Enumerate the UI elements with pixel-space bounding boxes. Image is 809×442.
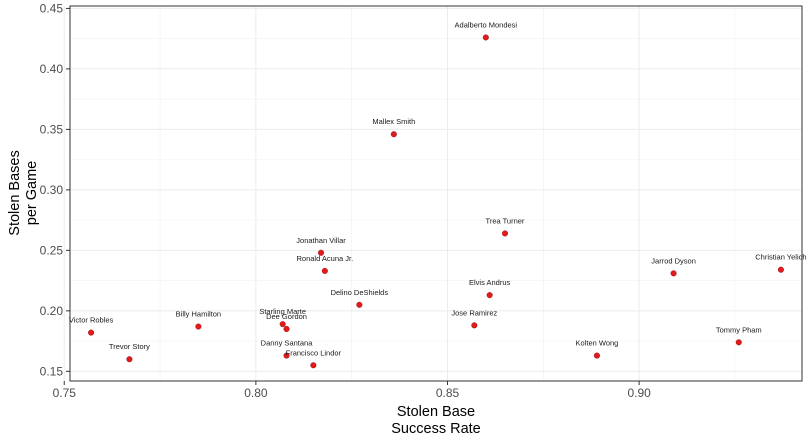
y-tick-label: 0.25 (40, 243, 64, 257)
point-label: Danny Santana (261, 339, 314, 348)
data-point (126, 356, 133, 363)
data-point (195, 323, 202, 330)
y-tick-label: 0.45 (40, 1, 64, 15)
point-label: Christian Yelich (755, 253, 806, 262)
data-point (471, 322, 478, 329)
point-label: Jarrod Dyson (651, 256, 696, 265)
point-label: Tommy Pham (716, 325, 762, 334)
x-tick-label: 0.80 (244, 386, 268, 400)
point-label: Elvis Andrus (469, 278, 511, 287)
point-label: Francisco Lindor (286, 348, 342, 357)
x-tick-label: 0.75 (53, 386, 77, 400)
y-axis-title-line1: Stolen Bases (7, 150, 23, 235)
y-tick-label: 0.15 (40, 364, 64, 378)
data-point (777, 266, 784, 273)
point-label: Starling Marte (259, 307, 306, 316)
data-point (283, 352, 290, 359)
point-labels: Adalberto Mondesi Mallex Smith Trea Turner… (69, 20, 807, 357)
data-point (593, 352, 600, 359)
data-point (390, 131, 397, 138)
data-point (735, 339, 742, 346)
x-tick-label: 0.90 (627, 386, 651, 400)
data-point (670, 270, 677, 277)
y-tick-label: 0.40 (40, 62, 64, 76)
point-label: Adalberto Mondesi (455, 20, 518, 29)
grid-lines (63, 6, 802, 381)
data-point (279, 321, 286, 328)
point-label: Delino DeShields (331, 288, 389, 297)
point-label: Jonathan Villar (296, 236, 346, 245)
data-point (321, 267, 328, 274)
point-label: Dee Gordon (266, 312, 307, 321)
data-point (356, 301, 363, 308)
y-axis-title-line2: per Game (24, 161, 40, 225)
data-point (501, 230, 508, 237)
y-tick-label: 0.20 (40, 304, 64, 318)
point-label: Jose Ramirez (451, 308, 497, 317)
data-point (486, 292, 493, 299)
point-label: Victor Robles (69, 316, 114, 325)
x-tick-label: 0.85 (436, 386, 460, 400)
point-label: Trea Turner (486, 216, 525, 225)
x-axis-title-line2: Success Rate (391, 421, 480, 437)
point-label: Ronald Acuna Jr. (296, 254, 353, 263)
data-point (482, 34, 489, 41)
data-points (88, 34, 784, 369)
axis-ticks: 0.75 0.80 0.85 0.90 0.15 0.20 0.25 0.30 0.35 0.40… (40, 1, 651, 400)
y-tick-label: 0.35 (40, 122, 64, 136)
point-label: Mallex Smith (372, 117, 415, 126)
x-axis-title-line1: Stolen Base (397, 404, 475, 420)
data-point (310, 362, 317, 369)
point-label: Trevor Story (109, 342, 150, 351)
plot-panel (70, 6, 802, 381)
point-label: Kolten Wong (576, 339, 619, 348)
data-point (318, 249, 325, 256)
data-point (88, 329, 95, 336)
panel-border (69, 5, 803, 382)
point-label: Billy Hamilton (176, 310, 221, 319)
data-point (283, 325, 290, 332)
y-tick-label: 0.30 (40, 183, 64, 197)
